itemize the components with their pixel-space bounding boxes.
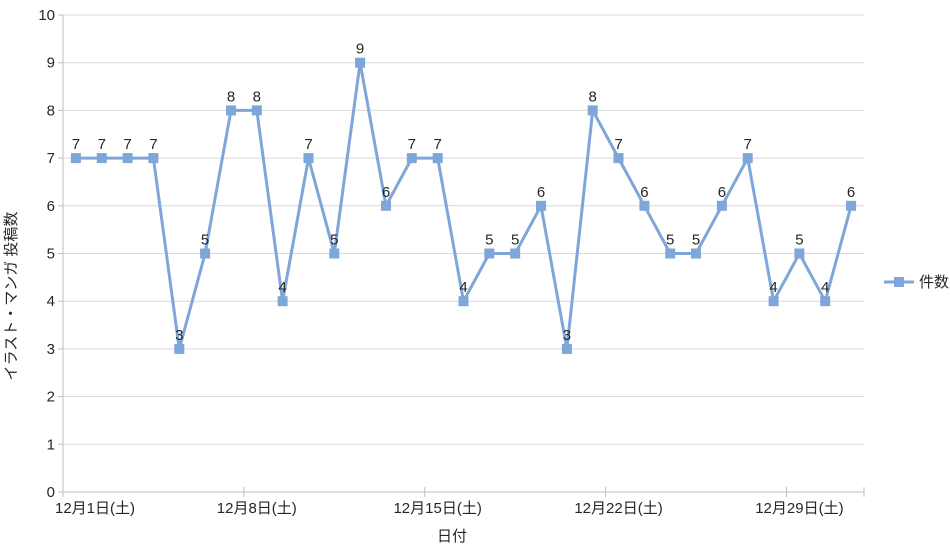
data-point-label: 3	[175, 327, 183, 344]
legend[interactable]: 件数	[884, 274, 949, 291]
data-point-marker[interactable]	[846, 200, 857, 211]
data-point-marker[interactable]	[277, 296, 288, 307]
data-point-label: 3	[563, 327, 571, 344]
y-tick-label: 8	[47, 102, 55, 119]
x-tick-label: 12月8日(土)	[217, 500, 297, 517]
data-point-marker[interactable]	[381, 200, 391, 211]
data-point-marker[interactable]	[70, 153, 81, 164]
data-point-marker[interactable]	[329, 248, 340, 259]
x-tick-label: 12月15日(土)	[393, 500, 481, 517]
data-point-marker[interactable]	[458, 296, 469, 307]
data-point-label: 6	[382, 184, 390, 201]
data-point-label: 5	[795, 232, 803, 249]
data-point-marker[interactable]	[691, 248, 701, 259]
legend-label: 件数	[919, 274, 949, 291]
data-point-marker[interactable]	[716, 200, 727, 211]
marker-layer	[70, 57, 857, 354]
y-tick-label: 4	[47, 293, 55, 310]
data-point-label: 7	[408, 136, 416, 153]
data-point-marker[interactable]	[820, 296, 831, 307]
data-point-marker[interactable]	[226, 105, 236, 116]
data-point-marker[interactable]	[665, 248, 676, 259]
data-point-label: 7	[434, 136, 442, 153]
y-tick-label: 2	[47, 389, 55, 406]
data-point-label: 4	[769, 279, 777, 296]
data-point-label: 7	[72, 136, 80, 153]
data-point-label: 8	[227, 88, 235, 105]
data-point-label: 8	[253, 88, 261, 105]
data-point-label: 7	[614, 136, 622, 153]
data-point-label: 4	[459, 279, 467, 296]
data-point-label: 5	[201, 232, 209, 249]
data-point-label: 5	[666, 232, 674, 249]
data-point-marker[interactable]	[96, 153, 107, 164]
y-tick-label: 6	[47, 198, 55, 215]
y-axis-title: イラスト・マンガ 投稿数	[3, 212, 20, 381]
data-point-label: 7	[304, 136, 312, 153]
data-point-label: 7	[744, 136, 752, 153]
data-point-marker[interactable]	[251, 105, 262, 116]
data-point-marker[interactable]	[561, 343, 572, 354]
y-tick-label: 7	[47, 150, 55, 167]
x-tick-label: 12月29日(土)	[755, 500, 843, 517]
data-point-label: 8	[589, 88, 597, 105]
legend-marker-icon	[894, 277, 904, 287]
data-point-label: 7	[149, 136, 157, 153]
x-axis-title: 日付	[437, 528, 467, 545]
data-point-marker[interactable]	[122, 153, 133, 164]
data-point-label: 5	[511, 232, 519, 249]
data-point-marker[interactable]	[510, 248, 521, 259]
data-point-marker[interactable]	[768, 296, 779, 307]
data-point-label: 6	[640, 184, 648, 201]
data-point-marker[interactable]	[200, 248, 211, 259]
x-tick-label: 12月1日(土)	[55, 500, 135, 517]
data-point-marker[interactable]	[639, 200, 650, 211]
data-point-marker[interactable]	[303, 153, 314, 164]
data-point-marker[interactable]	[148, 153, 159, 164]
data-point-label: 5	[485, 232, 493, 249]
data-point-label: 7	[98, 136, 106, 153]
data-point-label: 4	[278, 279, 286, 296]
y-tick-label: 1	[47, 436, 55, 453]
data-point-label: 5	[330, 232, 338, 249]
data-point-marker[interactable]	[613, 153, 624, 164]
data-point-label: 6	[847, 184, 855, 201]
y-tick-label: 3	[47, 341, 55, 358]
data-point-label: 6	[718, 184, 726, 201]
data-point-marker[interactable]	[432, 153, 443, 164]
data-point-marker[interactable]	[587, 105, 598, 116]
data-point-marker[interactable]	[174, 343, 185, 354]
data-point-marker[interactable]	[536, 200, 546, 211]
data-point-label: 7	[123, 136, 131, 153]
data-point-label: 5	[692, 232, 700, 249]
y-tick-label: 9	[47, 55, 55, 72]
data-point-label: 6	[537, 184, 545, 201]
data-point-marker[interactable]	[794, 248, 805, 259]
y-tick-label: 5	[47, 246, 55, 263]
x-tick-label: 12月22日(土)	[574, 500, 662, 517]
data-point-label: 4	[821, 279, 829, 296]
data-point-marker[interactable]	[406, 153, 417, 164]
data-point-marker[interactable]	[355, 57, 366, 68]
data-point-label: 9	[356, 41, 364, 58]
y-tick-label: 10	[38, 7, 55, 24]
data-point-marker[interactable]	[484, 248, 495, 259]
data-point-marker[interactable]	[742, 153, 753, 164]
y-tick-label: 0	[47, 484, 55, 501]
